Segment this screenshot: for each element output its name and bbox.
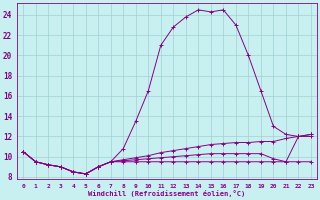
X-axis label: Windchill (Refroidissement éolien,°C): Windchill (Refroidissement éolien,°C) [88,190,246,197]
